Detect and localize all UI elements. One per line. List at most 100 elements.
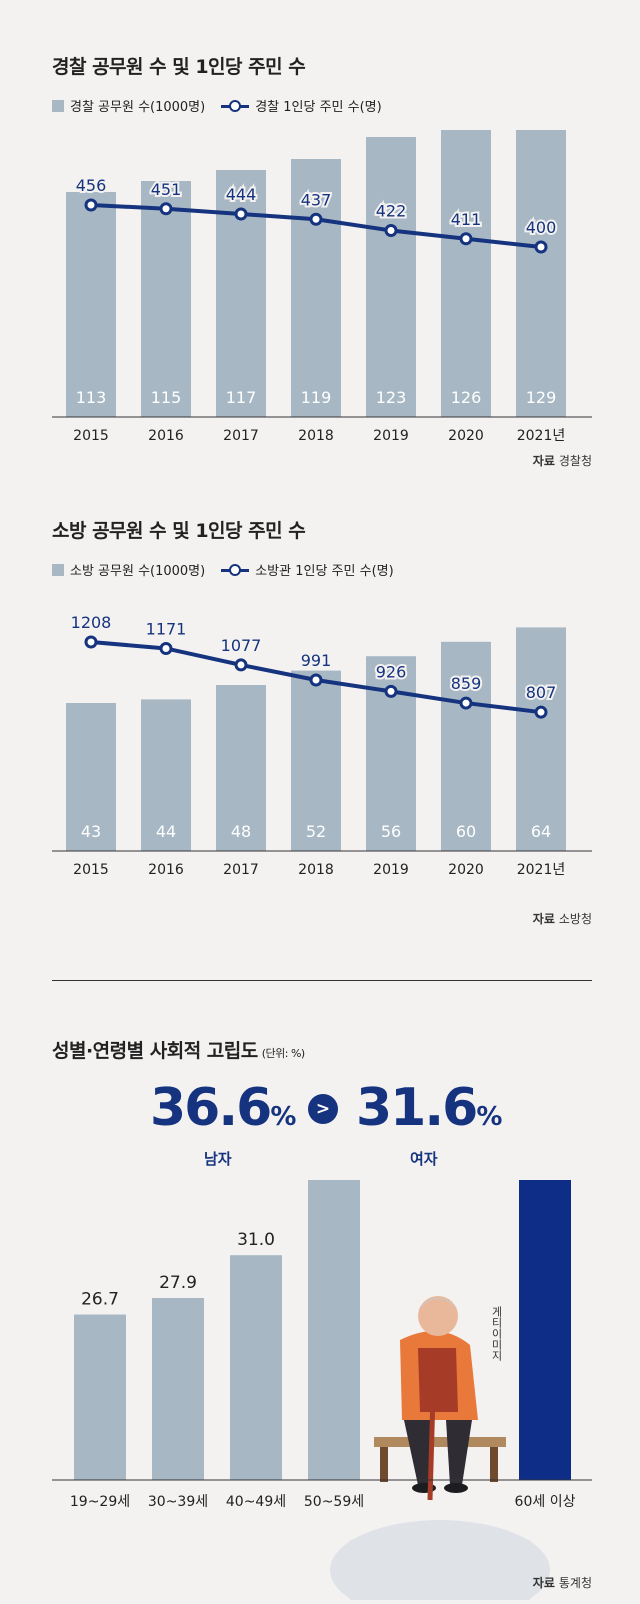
bar-value-label: 44 [156, 822, 176, 841]
bar [152, 1297, 204, 1480]
isolation-chart: 26.719~29세27.930~39세31.040~49세37.150~59세… [52, 1180, 592, 1600]
x-tick-label: 2017 [223, 428, 259, 444]
x-tick-label: 2016 [148, 862, 184, 878]
x-tick-label: 2016 [148, 428, 184, 444]
chart2-legend: 소방 공무원 수(1000명) 소방관 1인당 주민 수(명) [52, 560, 394, 579]
line-value-label: 926 [376, 662, 407, 681]
x-tick-label: 2018 [298, 428, 334, 444]
line-value-label: 1077 [221, 636, 262, 655]
divider [52, 980, 592, 981]
bar-value-label: 60 [456, 822, 476, 841]
line-value-label: 444 [226, 185, 257, 204]
x-tick-label: 2015 [73, 428, 109, 444]
bar [516, 130, 566, 417]
firefighter-chart: 43 2015 44 2016 48 2017 52 2018 56 2019 60 2020 64 20… [52, 611, 592, 878]
line-point [84, 635, 98, 649]
x-tick-label: 40~49세 [226, 1494, 286, 1510]
bar [66, 703, 116, 851]
bar-value-label: 43 [81, 822, 101, 841]
chart3-title: 성별·연령별 사회적 고립도 (단위: %) [52, 1040, 305, 1062]
line-point [234, 207, 248, 221]
bar-value-label: 64 [531, 822, 551, 841]
line-value-label: 422 [376, 202, 407, 221]
line-point [84, 198, 98, 212]
chart1-legend: 경찰 공무원 수(1000명) 경찰 1인당 주민 수(명) [52, 96, 382, 115]
line-value-label: 456 [76, 176, 107, 195]
line-point [234, 658, 248, 672]
line-point [384, 684, 398, 698]
bar-value-label: 129 [526, 388, 557, 407]
line-point [309, 673, 323, 687]
legend-bar-label: 경찰 공무원 수(1000명) [70, 100, 206, 115]
bar [141, 181, 191, 417]
bar [308, 1180, 360, 1480]
bar [519, 1180, 571, 1480]
bar [74, 1314, 126, 1480]
chart2-title: 소방 공무원 수 및 1인당 주민 수 [52, 520, 306, 542]
bar-value-label: 52 [306, 822, 326, 841]
chart1-title: 경찰 공무원 수 및 1인당 주민 수 [52, 56, 306, 78]
legend-line-swatch [221, 99, 250, 112]
line-value-label: 1208 [71, 613, 112, 632]
bar-value-label: 126 [451, 388, 482, 407]
x-tick-label: 2021년 [517, 862, 566, 878]
elderly-man-illustration [330, 1296, 550, 1600]
female-percentage: 31.6% [356, 1078, 503, 1138]
line-value-label: 807 [526, 683, 557, 702]
bar-value-label: 123 [376, 388, 407, 407]
x-tick-label: 30~39세 [148, 1494, 208, 1510]
bar [291, 670, 341, 851]
bar [366, 137, 416, 417]
police-chart: 113 2015 115 2016 117 2017 119 2018 123 2019 126 20… [52, 130, 592, 444]
bar-value-label: 56 [381, 822, 401, 841]
bar [291, 159, 341, 417]
legend-line-swatch [221, 563, 250, 576]
chart3-source: 자료 통계청 [532, 1576, 592, 1590]
chart2-source: 자료 소방청 [532, 912, 592, 926]
bar [441, 130, 491, 417]
line-point [159, 202, 173, 216]
legend-bar-swatch [52, 563, 64, 576]
bar-value-label: 119 [301, 388, 332, 407]
bar [216, 685, 266, 851]
line-point [159, 641, 173, 655]
male-label: 남자 [204, 1150, 232, 1168]
x-tick-label: 19~29세 [70, 1494, 130, 1510]
line-value-label: 411 [451, 210, 482, 229]
image-credit: 게티이미지 [490, 1306, 503, 1361]
x-tick-label: 50~59세 [304, 1494, 364, 1510]
bar-value-label: 113 [76, 388, 107, 407]
line-value-label: 859 [451, 674, 482, 693]
line-point [384, 224, 398, 237]
bar [216, 170, 266, 417]
x-tick-label: 2015 [73, 862, 109, 878]
line-point [534, 705, 548, 719]
bar [441, 641, 491, 851]
bar [230, 1255, 282, 1480]
bar [516, 627, 566, 851]
greater-than-badge: > [308, 1094, 338, 1124]
line-point [309, 212, 323, 226]
bar [66, 192, 116, 417]
x-tick-label: 2017 [223, 862, 259, 878]
female-label: 여자 [410, 1150, 438, 1168]
legend-line-label: 경찰 1인당 주민 수(명) [255, 100, 382, 115]
line-value-label: 437 [301, 190, 332, 209]
male-percentage: 36.6% [150, 1078, 297, 1138]
legend-bar-swatch [52, 99, 64, 112]
legend-bar-label: 소방 공무원 수(1000명) [70, 564, 206, 579]
bar-value-label: 115 [151, 388, 182, 407]
bar [141, 699, 191, 851]
x-tick-label: 2019 [373, 428, 409, 444]
x-tick-label: 2020 [448, 862, 484, 878]
x-tick-label: 60세 이상 [515, 1494, 576, 1510]
legend-line-label: 소방관 1인당 주민 수(명) [255, 564, 394, 579]
line-value-label: 991 [301, 651, 332, 670]
line-point [534, 240, 548, 254]
x-tick-label: 2020 [448, 428, 484, 444]
bar-value-label: 48 [231, 822, 251, 841]
bar-value-label: 117 [226, 388, 257, 407]
line-value-label: 451 [151, 180, 182, 199]
bar-value-label: 26.7 [81, 1290, 119, 1310]
line-point [459, 232, 473, 246]
